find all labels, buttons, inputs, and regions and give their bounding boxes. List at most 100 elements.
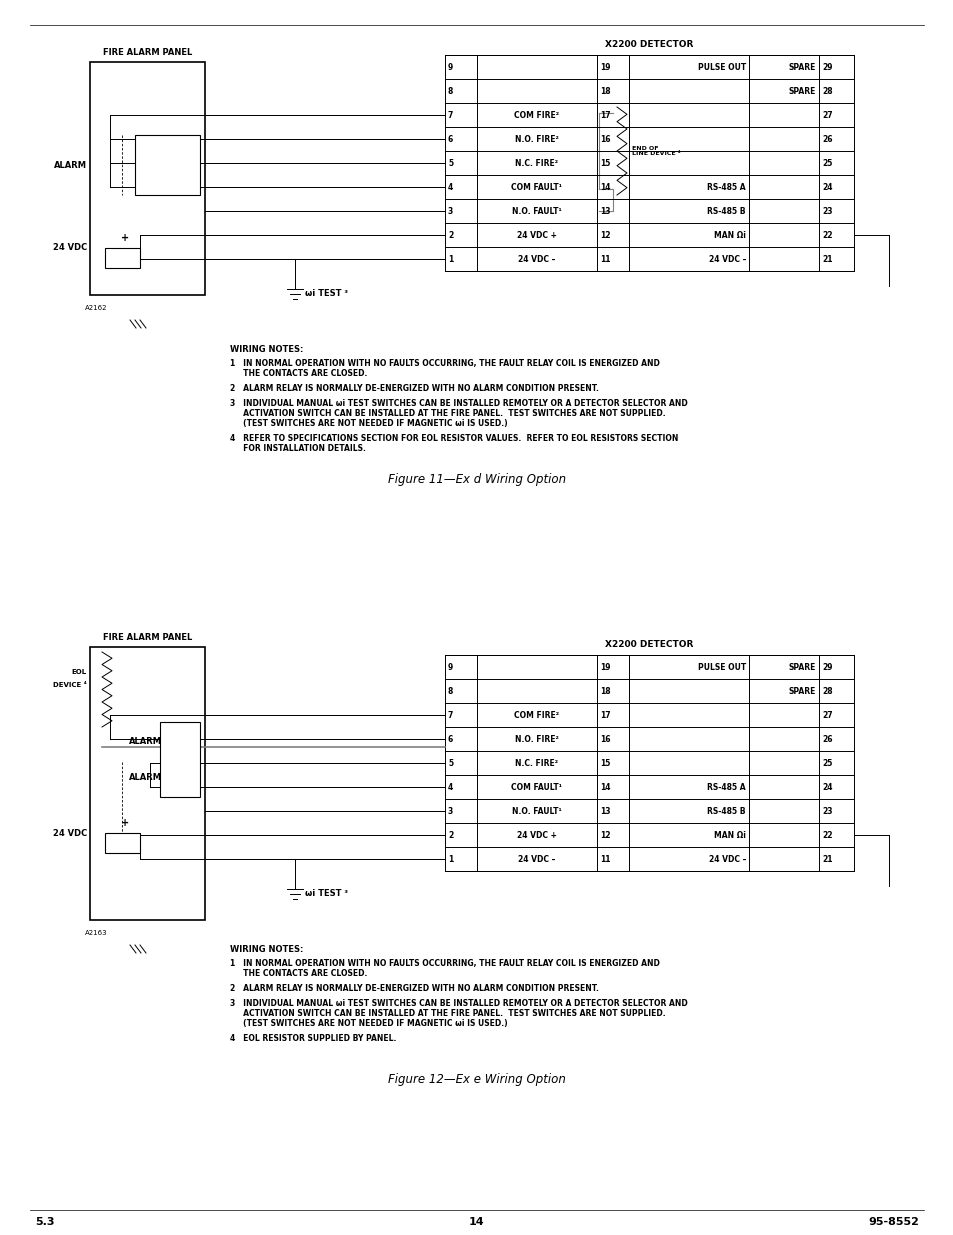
Text: 24 VDC –: 24 VDC – <box>517 855 555 863</box>
Text: X2200 DETECTOR: X2200 DETECTOR <box>604 640 693 650</box>
Text: COM FAULT¹: COM FAULT¹ <box>511 783 562 792</box>
Text: 26: 26 <box>821 735 832 743</box>
Text: N.O. FAULT¹: N.O. FAULT¹ <box>512 206 561 215</box>
Text: 19: 19 <box>599 662 610 672</box>
Text: 1   IN NORMAL OPERATION WITH NO FAULTS OCCURRING, THE FAULT RELAY COIL IS ENERGI: 1 IN NORMAL OPERATION WITH NO FAULTS OCC… <box>230 359 659 368</box>
Text: 14: 14 <box>469 1216 484 1228</box>
Text: 11: 11 <box>599 855 610 863</box>
Text: 24: 24 <box>821 183 832 191</box>
Text: 9: 9 <box>448 63 453 72</box>
Text: SPARE: SPARE <box>788 687 815 695</box>
Text: SPARE: SPARE <box>788 63 815 72</box>
Text: 5: 5 <box>448 758 453 767</box>
Text: 12: 12 <box>599 231 610 240</box>
Text: RS-485 A: RS-485 A <box>706 183 745 191</box>
Text: 18: 18 <box>599 687 610 695</box>
Text: 28: 28 <box>821 687 832 695</box>
Text: 28: 28 <box>821 86 832 95</box>
Text: 12: 12 <box>599 830 610 840</box>
Text: 95-8552: 95-8552 <box>867 1216 918 1228</box>
Text: 3: 3 <box>448 206 453 215</box>
Bar <box>105 832 140 853</box>
Text: 21: 21 <box>821 855 832 863</box>
Text: 27: 27 <box>821 710 832 720</box>
Text: 2   ALARM RELAY IS NORMALLY DE-ENERGIZED WITH NO ALARM CONDITION PRESENT.: 2 ALARM RELAY IS NORMALLY DE-ENERGIZED W… <box>230 384 598 393</box>
Text: –: – <box>122 253 128 263</box>
Text: 3: 3 <box>448 806 453 815</box>
Text: –: – <box>122 839 128 848</box>
Text: 24: 24 <box>821 783 832 792</box>
Text: 8: 8 <box>448 687 453 695</box>
Text: 11: 11 <box>599 254 610 263</box>
Text: COM FIRE²: COM FIRE² <box>514 110 559 120</box>
Text: A2163: A2163 <box>85 930 108 936</box>
Bar <box>90 647 205 920</box>
Bar <box>90 62 205 295</box>
Text: 24 VDC +: 24 VDC + <box>517 231 557 240</box>
Text: ACTIVATION SWITCH CAN BE INSTALLED AT THE FIRE PANEL.  TEST SWITCHES ARE NOT SUP: ACTIVATION SWITCH CAN BE INSTALLED AT TH… <box>230 409 665 417</box>
Text: 2: 2 <box>448 231 453 240</box>
Text: 22: 22 <box>821 830 832 840</box>
Text: 24 VDC –: 24 VDC – <box>517 254 555 263</box>
Text: RS-485 A: RS-485 A <box>706 783 745 792</box>
Text: (TEST SWITCHES ARE NOT NEEDED IF MAGNETIC ωi IS USED.): (TEST SWITCHES ARE NOT NEEDED IF MAGNETI… <box>230 1019 507 1028</box>
Text: 13: 13 <box>599 206 610 215</box>
Text: 25: 25 <box>821 758 832 767</box>
Text: WIRING NOTES:: WIRING NOTES: <box>230 945 303 953</box>
Text: DEVICE ⁴: DEVICE ⁴ <box>53 682 87 688</box>
Text: 5: 5 <box>448 158 453 168</box>
Text: SPARE: SPARE <box>788 662 815 672</box>
Text: 13: 13 <box>599 806 610 815</box>
Text: 16: 16 <box>599 735 610 743</box>
Text: 4   EOL RESISTOR SUPPLIED BY PANEL.: 4 EOL RESISTOR SUPPLIED BY PANEL. <box>230 1034 395 1044</box>
Text: RS-485 B: RS-485 B <box>707 806 745 815</box>
Text: 26: 26 <box>821 135 832 143</box>
Text: 7: 7 <box>448 710 453 720</box>
Text: 17: 17 <box>599 110 610 120</box>
Text: FOR INSTALLATION DETAILS.: FOR INSTALLATION DETAILS. <box>230 445 366 453</box>
Text: ALARM: ALARM <box>54 161 87 169</box>
Text: N.O. FIRE²: N.O. FIRE² <box>515 735 558 743</box>
Text: ALARM: ALARM <box>129 737 161 746</box>
Text: EOL: EOL <box>71 669 87 676</box>
Text: 8: 8 <box>448 86 453 95</box>
Text: FIRE ALARM PANEL: FIRE ALARM PANEL <box>103 48 192 57</box>
Text: 14: 14 <box>599 183 610 191</box>
Text: 24 VDC: 24 VDC <box>52 243 87 252</box>
Text: 23: 23 <box>821 806 832 815</box>
Text: SPARE: SPARE <box>788 86 815 95</box>
Text: RS-485 B: RS-485 B <box>707 206 745 215</box>
Bar <box>444 655 853 871</box>
Text: 7: 7 <box>448 110 453 120</box>
Text: 2   ALARM RELAY IS NORMALLY DE-ENERGIZED WITH NO ALARM CONDITION PRESENT.: 2 ALARM RELAY IS NORMALLY DE-ENERGIZED W… <box>230 984 598 993</box>
Text: 5.3: 5.3 <box>35 1216 54 1228</box>
Text: 3   INDIVIDUAL MANUAL ωi TEST SWITCHES CAN BE INSTALLED REMOTELY OR A DETECTOR S: 3 INDIVIDUAL MANUAL ωi TEST SWITCHES CAN… <box>230 999 687 1008</box>
Text: 16: 16 <box>599 135 610 143</box>
Text: MAN Ωi: MAN Ωi <box>714 830 745 840</box>
Text: 24 VDC: 24 VDC <box>52 829 87 837</box>
Text: 1: 1 <box>448 855 453 863</box>
Text: 29: 29 <box>821 63 832 72</box>
Text: 3   INDIVIDUAL MANUAL ωi TEST SWITCHES CAN BE INSTALLED REMOTELY OR A DETECTOR S: 3 INDIVIDUAL MANUAL ωi TEST SWITCHES CAN… <box>230 399 687 408</box>
Text: 24 VDC +: 24 VDC + <box>517 830 557 840</box>
Text: 6: 6 <box>448 135 453 143</box>
Text: X2200 DETECTOR: X2200 DETECTOR <box>604 40 693 49</box>
Text: WIRING NOTES:: WIRING NOTES: <box>230 345 303 354</box>
Bar <box>105 248 140 268</box>
Bar <box>135 135 200 195</box>
Text: 14: 14 <box>599 783 610 792</box>
Text: +: + <box>121 233 129 243</box>
Text: 27: 27 <box>821 110 832 120</box>
Text: COM FIRE²: COM FIRE² <box>514 710 559 720</box>
Text: +: + <box>121 818 129 827</box>
Text: 24 VDC –: 24 VDC – <box>708 855 745 863</box>
Text: 15: 15 <box>599 758 610 767</box>
Text: 4: 4 <box>448 183 453 191</box>
Text: ωi TEST ³: ωi TEST ³ <box>305 889 348 899</box>
Text: 1: 1 <box>448 254 453 263</box>
Text: 6: 6 <box>448 735 453 743</box>
Text: N.C. FIRE²: N.C. FIRE² <box>515 758 558 767</box>
Text: 1   IN NORMAL OPERATION WITH NO FAULTS OCCURRING, THE FAULT RELAY COIL IS ENERGI: 1 IN NORMAL OPERATION WITH NO FAULTS OCC… <box>230 960 659 968</box>
Text: N.C. FIRE²: N.C. FIRE² <box>515 158 558 168</box>
Text: 23: 23 <box>821 206 832 215</box>
